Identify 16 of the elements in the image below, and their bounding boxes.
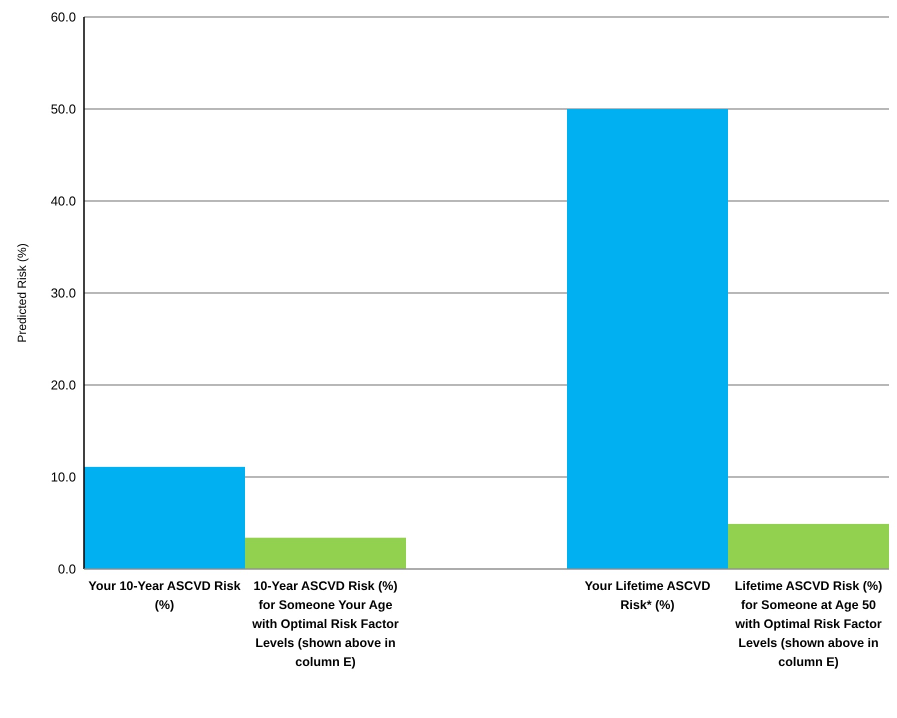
x-tick-label: Lifetime ASCVD Risk (%) for Someone at Age 50 with Optimal Risk Factor Levels (shown above in column E) <box>734 579 882 669</box>
y-tick-label: 60.0 <box>50 10 76 25</box>
y-tick-label: 20.0 <box>50 378 76 393</box>
x-tick-label: Your 10-Year ASCVD Risk (%) <box>88 579 241 612</box>
bar <box>84 466 245 569</box>
y-tick-label: 40.0 <box>50 194 76 209</box>
y-tick-label: 10.0 <box>50 470 76 485</box>
bar <box>728 524 889 569</box>
y-axis-title: Predicted Risk (%) <box>15 243 29 343</box>
y-tick-label: 30.0 <box>50 286 76 301</box>
y-tick-label: 0.0 <box>58 562 76 577</box>
x-tick-label: 10-Year ASCVD Risk (%) for Someone Your Age with Optimal Risk Factor Levels (shown above in column E) <box>251 579 399 669</box>
bar <box>245 538 406 569</box>
x-tick-label: Your Lifetime ASCVD Risk* (%) <box>584 579 710 612</box>
y-tick-label: 50.0 <box>50 102 76 117</box>
bar <box>567 109 728 569</box>
